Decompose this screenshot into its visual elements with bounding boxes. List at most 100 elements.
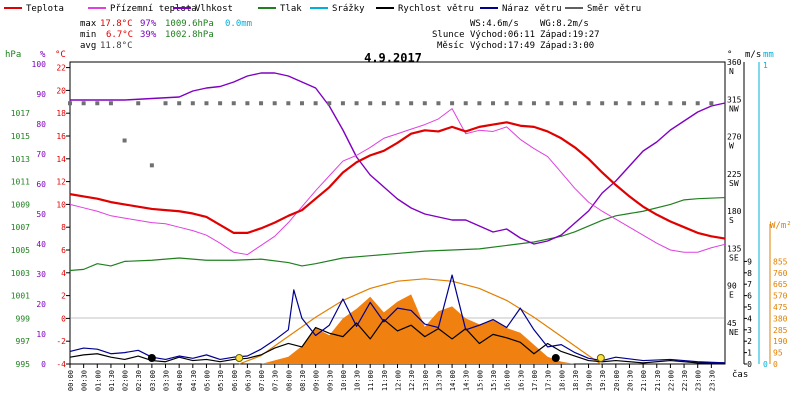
wind-direction-marker: [313, 101, 318, 106]
time-tick-label: 10:00: [340, 370, 348, 391]
wind-direction-marker: [259, 101, 264, 106]
time-tick-label: 04:30: [190, 370, 198, 391]
wind-direction-marker: [709, 101, 714, 106]
temp-tick-label: -2: [56, 337, 66, 346]
direction-cardinal-label: N: [729, 67, 734, 76]
temp-tick-label: 4: [61, 269, 66, 278]
time-tick-label: 14:30: [463, 370, 471, 391]
temp-tick-label: 14: [56, 155, 66, 164]
temp-tick-label: 8: [61, 223, 66, 232]
temp-tick-label: 16: [56, 132, 66, 141]
axis-unit-temp: °C: [55, 50, 66, 60]
time-tick-label: 18:30: [572, 370, 580, 391]
temp-tick-label: 2: [61, 292, 66, 301]
stats-block: max 17.8°C 97% 1009.6hPa 0.0mm min 6.7°C…: [80, 19, 252, 51]
wind-direction-marker: [586, 101, 591, 106]
chart-title: 4.9.2017: [364, 51, 422, 65]
wind-tick-label: 5: [747, 303, 752, 312]
pressure-tick-label: 1005: [11, 246, 30, 255]
moon-label: Měsíc: [437, 41, 464, 51]
wind-direction-marker: [613, 101, 618, 106]
wind-direction-marker: [245, 101, 250, 106]
left-axes: 9959979991001100310051007100910111013101…: [11, 60, 70, 369]
temp-tick-label: 10: [56, 200, 66, 209]
direction-cardinal-label: NE: [729, 328, 739, 337]
stats-min-pres: 1002.8hPa: [165, 30, 214, 40]
wind-direction-marker: [600, 101, 605, 106]
time-tick-label: 13:00: [422, 370, 430, 391]
humidity-tick-label: 40: [36, 240, 46, 249]
humidity-tick-label: 20: [36, 300, 46, 309]
moonset-marker: [147, 354, 156, 362]
humidity-tick-label: 0: [41, 360, 46, 369]
time-tick-label: 04:00: [176, 370, 184, 391]
temp-tick-label: 22: [56, 64, 66, 73]
temp-tick-label: 12: [56, 178, 66, 187]
wind-direction-marker: [504, 101, 509, 106]
direction-tick-label: 135: [727, 244, 742, 253]
time-tick-label: 00:30: [81, 370, 89, 391]
wind-direction-marker: [122, 138, 127, 143]
radiation-tick-label: 380: [773, 314, 788, 323]
time-tick-label: 21:00: [640, 370, 648, 391]
pressure-tick-label: 1009: [11, 200, 30, 209]
radiation-tick-label: 760: [773, 269, 788, 278]
direction-cardinal-label: E: [729, 291, 734, 300]
radiation-tick-label: 0: [773, 360, 778, 369]
time-tick-label: 07:00: [258, 370, 266, 391]
radiation-tick-label: 665: [773, 280, 788, 289]
time-tick-label: 01:30: [108, 370, 116, 391]
pressure-tick-label: 997: [16, 337, 31, 346]
x-axis: 00:00 00:30 01:00 01:30 02:00 02:30 03:00 03:30…: [67, 364, 716, 391]
temp-tick-label: 20: [56, 86, 66, 95]
humidity-tick-label: 50: [36, 210, 46, 219]
wind-direction-layer: [68, 101, 714, 168]
time-tick-label: 19:30: [599, 370, 607, 391]
time-tick-label: 20:30: [626, 370, 634, 391]
time-tick-label: 08:00: [285, 370, 293, 391]
stats-min-temp: 6.7°C: [106, 30, 133, 40]
time-tick-label: 10:30: [354, 370, 362, 391]
time-tick-label: 11:00: [367, 370, 375, 391]
wind-direction-marker: [395, 101, 400, 106]
time-tick-label: 05:30: [217, 370, 225, 391]
stats-max-rain: 0.0mm: [225, 19, 252, 29]
wind-direction-marker: [340, 101, 345, 106]
time-tick-label: 13:30: [435, 370, 443, 391]
moon-rise: Východ:17:49: [470, 41, 535, 51]
wind-direction-marker: [436, 101, 441, 106]
wind-direction-marker: [381, 101, 386, 106]
humidity-tick-label: 100: [32, 60, 47, 69]
wind-direction-marker: [286, 101, 291, 106]
radiation-tick-label: 570: [773, 292, 788, 301]
stats-min-hum: 39%: [140, 30, 157, 40]
temp-tick-label: 6: [61, 246, 66, 255]
humidity-tick-label: 30: [36, 270, 46, 279]
time-tick-label: 17:30: [545, 370, 553, 391]
humidity-line: [70, 72, 726, 245]
stats-max-pres: 1009.6hPa: [165, 19, 214, 29]
legend-ground-temperature: Přízemní teplota: [110, 4, 197, 14]
wind-ws: WS:4.6m/s: [470, 19, 519, 29]
time-tick-label: 23:30: [708, 370, 716, 391]
axis-unit-mm: mm: [763, 50, 774, 60]
wind-direction-marker: [177, 101, 182, 106]
radiation-tick-label: 285: [773, 326, 788, 335]
time-tick-label: 19:00: [586, 370, 594, 391]
time-tick-label: 17:00: [531, 370, 539, 391]
wind-sun-block: WS:4.6m/s WG:8.2m/s Slunce Východ:06:11 …: [432, 19, 600, 51]
wind-tick-label: 6: [747, 292, 752, 301]
legend-wind-speed: Rychlost větru: [398, 4, 474, 14]
axis-unit-hpa: hPa: [5, 50, 21, 60]
time-tick-label: 15:30: [490, 370, 498, 391]
wind-direction-marker: [668, 101, 673, 106]
pressure-line: [69, 196, 726, 272]
wind-direction-marker: [95, 101, 100, 106]
direction-tick-label: 225: [727, 170, 742, 179]
direction-tick-label: 360: [727, 58, 742, 67]
right-axes: 45NE90E135SE180S225SW270W315NW360N012345…: [727, 58, 788, 369]
wind-direction-marker: [409, 101, 414, 106]
time-tick-label: 14:00: [449, 370, 457, 391]
wind-direction-marker: [68, 101, 72, 106]
time-tick-label: 12:00: [395, 370, 403, 391]
